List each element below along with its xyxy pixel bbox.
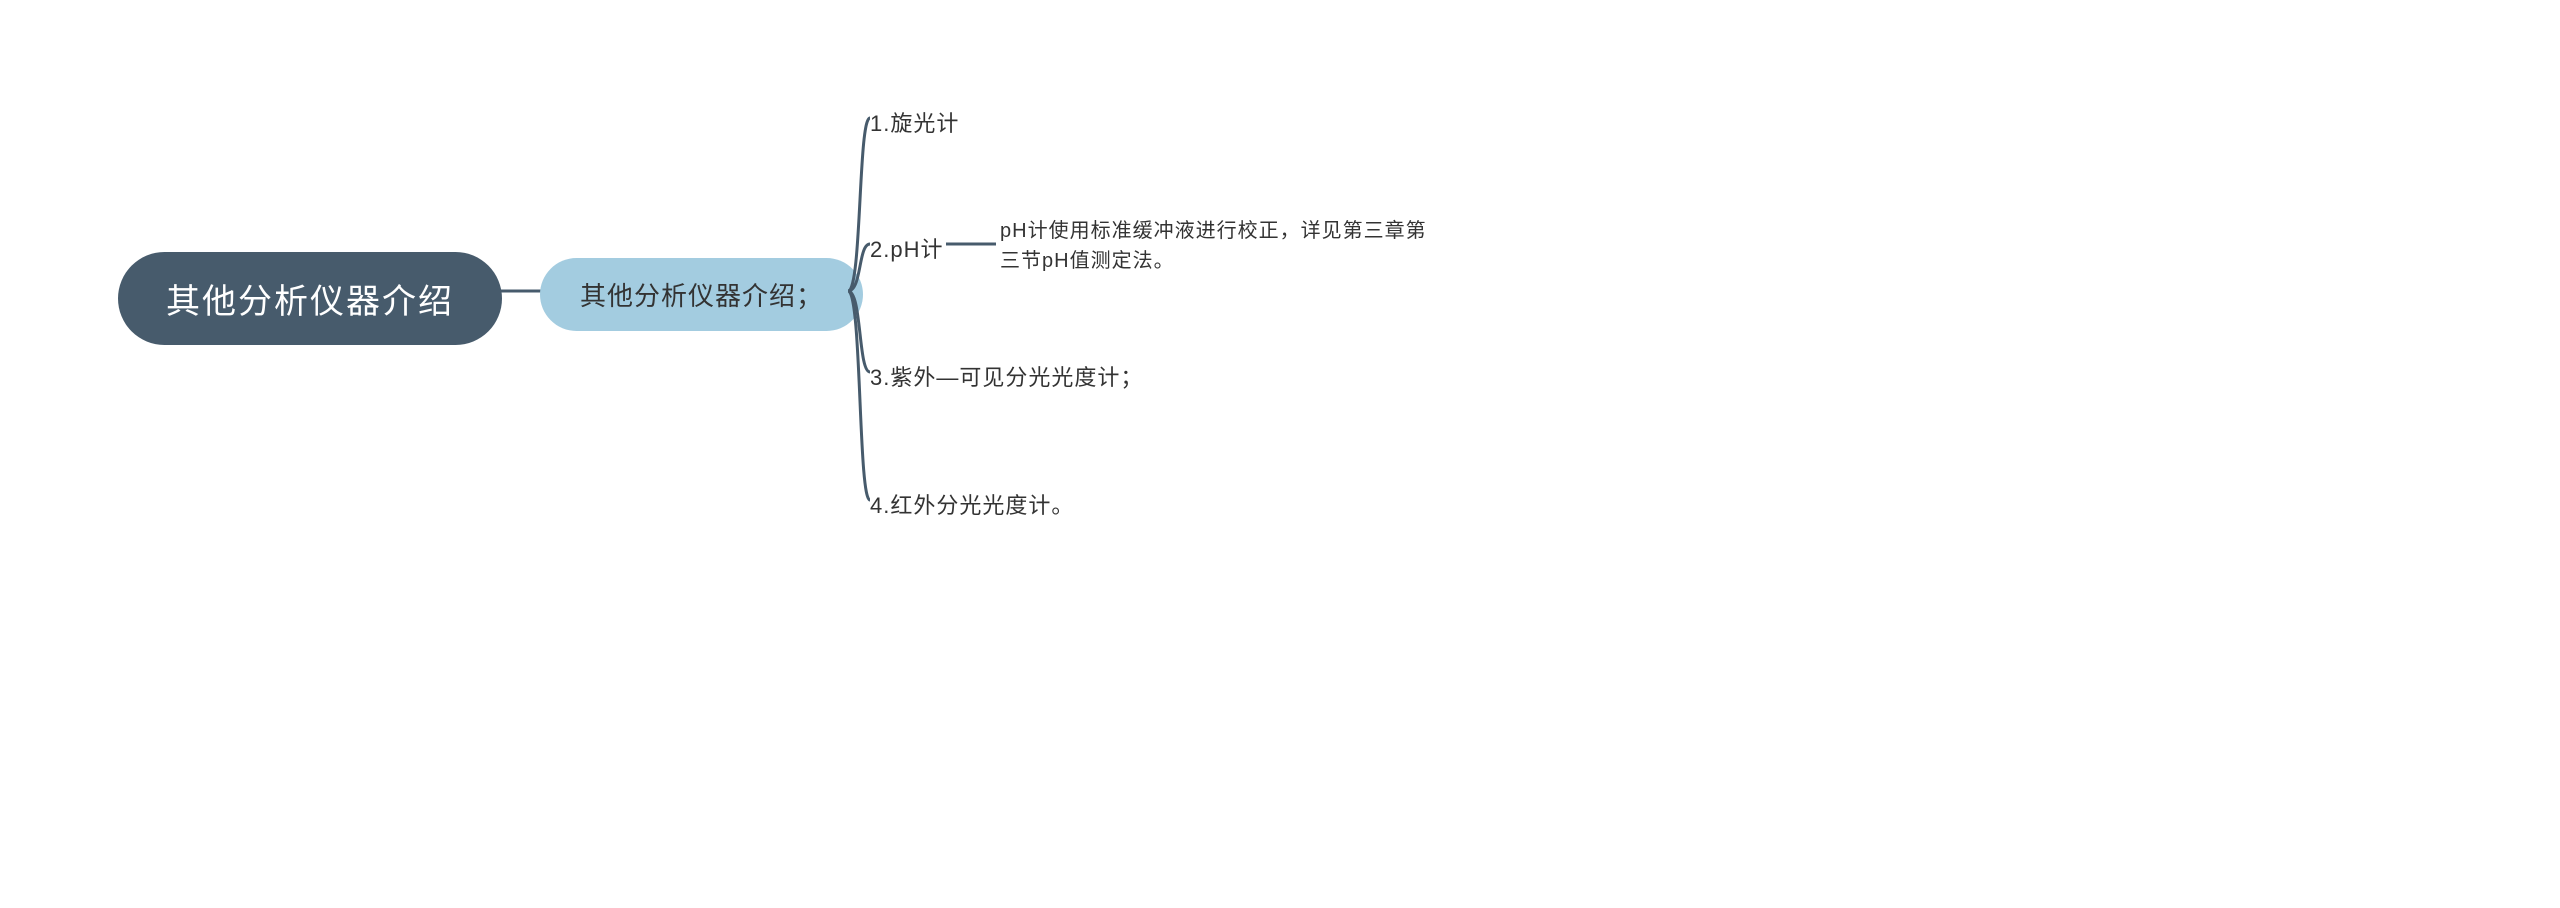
leaf-node-0: 1.旋光计 <box>870 106 959 138</box>
leaf-node-1: 2.pH计 <box>870 232 943 264</box>
leaf-node-3: 4.红外分光光度计。 <box>870 488 1074 520</box>
root-label: 其他分析仪器介绍 <box>166 283 454 321</box>
sub-label: 其他分析仪器介绍； <box>580 281 823 311</box>
mindmap-sub-node: 其他分析仪器介绍； <box>540 258 863 331</box>
detail-node: pH计使用标准缓冲液进行校正，详见第三章第三节pH值测定法。 <box>1000 216 1440 276</box>
mindmap-root-node: 其他分析仪器介绍 <box>118 252 502 345</box>
connector-leaf1-to-detail <box>946 238 996 250</box>
leaf-node-2: 3.紫外—可见分光光度计； <box>870 360 1143 392</box>
leaf-label: 1.旋光计 <box>870 111 959 136</box>
leaf-label: 2.pH计 <box>870 237 943 262</box>
leaf-label: 3.紫外—可见分光光度计； <box>870 365 1143 390</box>
leaf-label: 4.红外分光光度计。 <box>870 493 1074 518</box>
detail-label: pH计使用标准缓冲液进行校正，详见第三章第三节pH值测定法。 <box>1000 220 1427 272</box>
connector-root-to-level1 <box>498 285 542 297</box>
